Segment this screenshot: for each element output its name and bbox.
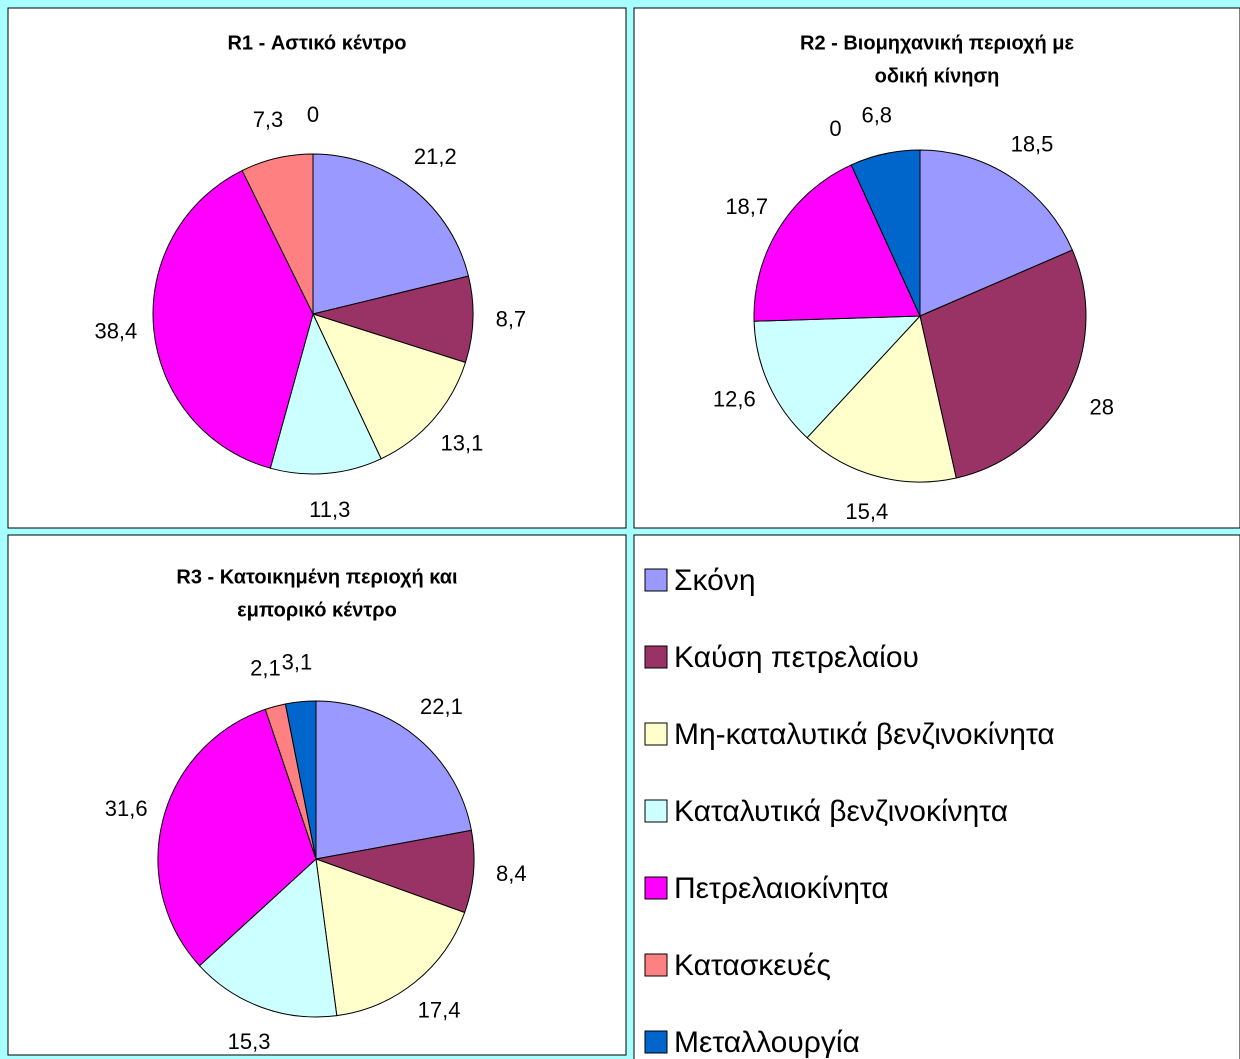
chart-title: R1 - Αστικό κέντρο xyxy=(227,32,406,54)
legend-label: Μη-καταλυτικά βενζινοκίνητα xyxy=(674,718,1055,751)
pie-slice xyxy=(806,314,957,483)
chart-title: R3 - Κατοικημένη περιοχή και xyxy=(176,566,457,588)
pie-slice xyxy=(312,153,470,315)
data-label: 17,4 xyxy=(418,997,461,1022)
legend: Σκόνη Καύση πετρελαίου Μη-καταλυτικά βενζι… xyxy=(644,564,1055,1059)
chart-title: οδική κίνηση xyxy=(875,65,1000,87)
data-label: 18,5 xyxy=(1011,131,1054,156)
data-label: 21,2 xyxy=(414,144,457,169)
data-label: 18,7 xyxy=(725,194,768,219)
pie-slice xyxy=(315,858,466,1017)
data-label: 8,4 xyxy=(496,861,527,886)
pie-slice xyxy=(753,315,922,439)
legend-swatch xyxy=(644,876,668,900)
pie-slice xyxy=(311,275,474,364)
data-label: 13,1 xyxy=(441,430,484,455)
chart-title: R2 - Βιομηχανική περιοχή με xyxy=(800,32,1074,54)
pie-slice xyxy=(919,249,1087,479)
pie-slice xyxy=(312,313,467,460)
data-label: 11,3 xyxy=(309,497,350,522)
pie-slice xyxy=(753,164,921,322)
legend-label: Καταλυτικά βενζινοκίνητα xyxy=(674,795,1008,828)
data-label: 0 xyxy=(829,116,841,141)
data-label: 2,1 xyxy=(250,655,281,680)
pie-slice xyxy=(919,149,1074,317)
legend-swatch xyxy=(644,722,668,746)
legend-label: Κατασκευές xyxy=(674,949,831,982)
pie-slice xyxy=(315,700,472,860)
data-label: 22,1 xyxy=(420,694,463,719)
data-label: 12,6 xyxy=(713,386,756,411)
data-label: 7,3 xyxy=(253,107,284,132)
pie-slice xyxy=(284,700,317,860)
pie-slice xyxy=(850,149,921,317)
chart-title: εμπορικό κέντρο xyxy=(237,599,397,621)
data-label: 15,3 xyxy=(228,1029,271,1054)
data-label: 38,4 xyxy=(94,318,137,343)
legend-swatch xyxy=(644,645,668,669)
data-label: 8,7 xyxy=(496,307,527,332)
legend-swatch xyxy=(644,568,668,592)
data-label: 31,6 xyxy=(105,796,148,821)
legend-panel xyxy=(633,534,1240,1059)
legend-label: Καύση πετρελαίου xyxy=(674,641,919,674)
legend-swatch xyxy=(644,1030,668,1054)
data-label: 28 xyxy=(1090,394,1114,419)
data-label: 15,4 xyxy=(845,499,888,524)
pie-slice xyxy=(152,169,314,469)
data-label: 6,8 xyxy=(861,102,892,127)
pie-slice xyxy=(198,857,338,1018)
legend-label: Σκόνη xyxy=(674,564,756,597)
legend-label: Μεταλλουργία xyxy=(674,1026,860,1059)
pie-slice xyxy=(269,312,382,475)
data-label: 3,1 xyxy=(282,650,313,675)
legend-swatch xyxy=(644,953,668,977)
pie-slice xyxy=(157,708,317,967)
legend-label: Πετρελαιοκίνητα xyxy=(674,872,889,905)
legend-swatch xyxy=(644,799,668,823)
data-label: 0 xyxy=(307,102,319,127)
